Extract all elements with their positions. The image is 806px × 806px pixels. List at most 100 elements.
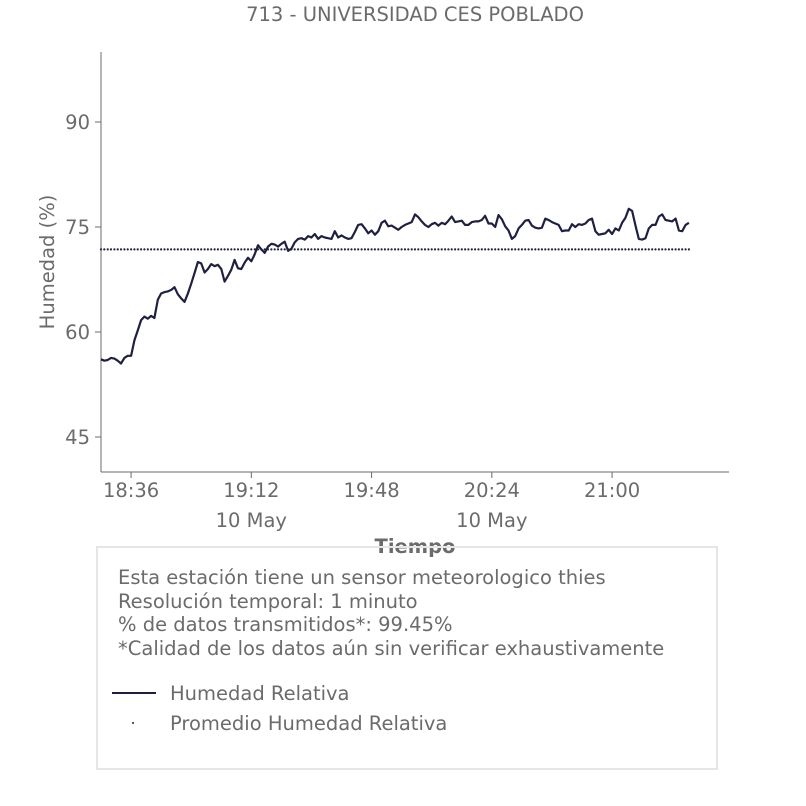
- mean-point: [457, 248, 460, 251]
- mean-point: [413, 248, 417, 251]
- y-tick-label: 90: [65, 111, 90, 134]
- mean-point: [140, 248, 143, 251]
- mean-point: [193, 248, 196, 251]
- mean-point: [393, 248, 397, 251]
- mean-point: [447, 248, 450, 251]
- mean-point: [484, 248, 487, 251]
- mean-point: [230, 248, 233, 251]
- mean-point: [223, 248, 226, 251]
- mean-point: [681, 248, 684, 251]
- mean-point: [196, 248, 199, 251]
- mean-point: [467, 248, 470, 251]
- mean-point: [570, 248, 574, 251]
- mean-point: [367, 248, 370, 251]
- mean-point: [170, 248, 173, 251]
- mean-point: [464, 248, 467, 251]
- legend-item-promedio: Promedio Humedad Relativa: [112, 708, 447, 738]
- mean-point: [353, 248, 356, 251]
- mean-point: [567, 248, 570, 251]
- mean-point: [507, 248, 510, 251]
- mean-point: [380, 248, 383, 251]
- mean-point: [343, 248, 346, 251]
- mean-point: [130, 248, 133, 251]
- mean-point: [203, 248, 206, 251]
- x-tick-label: 20:24: [464, 479, 520, 502]
- mean-point: [601, 248, 604, 251]
- mean-point: [150, 248, 153, 251]
- mean-point: [317, 248, 320, 251]
- mean-point: [534, 248, 537, 251]
- mean-point: [250, 248, 253, 251]
- mean-point: [280, 248, 283, 251]
- y-axis-label: Humedad (%): [36, 195, 59, 330]
- mean-point: [621, 248, 624, 251]
- y-ticks: 45 60 75 90: [65, 111, 101, 449]
- info-line-quality: *Calidad de los datos aún sin verificar …: [118, 636, 665, 660]
- mean-point: [444, 248, 447, 251]
- mean-point: [226, 248, 229, 251]
- mean-point: [216, 248, 219, 251]
- x-tick-label: 19:48: [343, 479, 399, 502]
- mean-point: [210, 248, 213, 251]
- mean-point: [370, 248, 373, 251]
- mean-point: [671, 248, 674, 251]
- legend-label: Promedio Humedad Relativa: [170, 711, 448, 735]
- mean-point: [323, 248, 326, 251]
- mean-point: [180, 248, 183, 251]
- mean-point: [123, 248, 126, 251]
- mean-point: [514, 248, 517, 251]
- mean-point: [524, 248, 527, 251]
- mean-point: [580, 248, 584, 251]
- y-tick-label: 60: [65, 321, 90, 344]
- mean-point: [173, 248, 176, 251]
- mean-point: [664, 248, 667, 251]
- mean-point: [293, 248, 296, 251]
- mean-point: [557, 248, 560, 251]
- mean-point: [220, 248, 223, 251]
- mean-point: [190, 248, 193, 251]
- mean-point: [103, 248, 106, 251]
- mean-point: [136, 248, 139, 251]
- mean-point: [614, 248, 617, 251]
- mean-point: [433, 248, 437, 251]
- mean-point: [574, 248, 577, 251]
- info-line-resolution: Resolución temporal: 1 minuto: [118, 589, 418, 613]
- mean-point: [624, 248, 627, 251]
- x-tick-label: 21:00: [584, 479, 640, 502]
- x-ticks: 18:36 19:12 10 May 19:48 20:24 10 May 21:00: [103, 472, 640, 532]
- mean-point: [119, 248, 123, 251]
- mean-point: [146, 248, 149, 251]
- mean-point: [240, 248, 243, 251]
- series-line-humedad-relativa: [100, 207, 690, 365]
- mean-point: [587, 248, 590, 251]
- chart-title: 713 - UNIVERSIDAD CES POBLADO: [246, 3, 584, 26]
- mean-point: [340, 248, 343, 251]
- mean-point: [236, 248, 240, 251]
- mean-point: [106, 248, 109, 251]
- mean-point: [387, 248, 390, 251]
- mean-point: [500, 248, 503, 251]
- legend-swatch-dot: [112, 713, 156, 733]
- legend-swatch-line: [112, 683, 156, 703]
- mean-point: [554, 248, 557, 251]
- mean-point: [631, 248, 634, 251]
- mean-point: [200, 248, 203, 251]
- mean-point: [303, 248, 306, 251]
- mean-point: [497, 248, 500, 251]
- mean-point: [327, 248, 330, 251]
- mean-point: [373, 248, 376, 251]
- mean-point: [116, 248, 119, 251]
- mean-point: [677, 248, 681, 251]
- mean-point: [320, 248, 323, 251]
- mean-point: [347, 248, 350, 251]
- mean-point: [403, 248, 407, 251]
- x-tick-date-label: 10 May: [216, 509, 287, 532]
- mean-point: [661, 248, 664, 251]
- mean-point: [540, 248, 544, 251]
- mean-point: [183, 248, 186, 251]
- mean-point: [270, 248, 273, 251]
- mean-point: [407, 248, 410, 251]
- mean-point: [186, 248, 189, 251]
- mean-point: [537, 248, 540, 251]
